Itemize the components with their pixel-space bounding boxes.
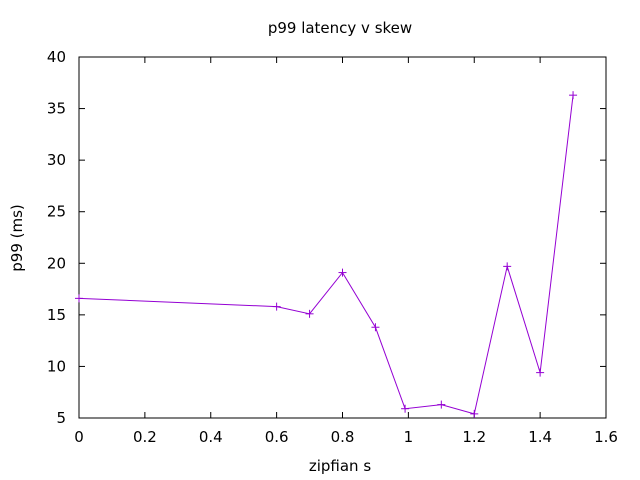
x-tick-label-3: 0.6 — [265, 428, 289, 446]
x-tick-label-5: 1 — [404, 428, 414, 446]
y-tick-label-7: 40 — [47, 48, 66, 66]
data-point-0-9 — [536, 368, 545, 377]
x-tick-label-6: 1.2 — [462, 428, 486, 446]
chart-title: p99 latency v skew — [268, 19, 412, 37]
y-tick-label-3: 20 — [47, 254, 66, 272]
data-point-0-5 — [401, 404, 410, 413]
data-point-0-8 — [503, 262, 512, 271]
y-tick-label-1: 10 — [47, 357, 66, 375]
y-tick-label-6: 35 — [47, 100, 66, 118]
x-tick-label-2: 0.4 — [199, 428, 223, 446]
x-tick-label-8: 1.6 — [594, 428, 618, 446]
y-axis-label: p99 (ms) — [8, 204, 26, 272]
series-line-0 — [78, 95, 574, 415]
axis-ticks: 0 0.2 0.4 0.6 0.8 1 1.2 1.4 1.6 5 10 15 20 25 30 35 40 — [47, 48, 618, 446]
x-axis-label: zipfian s — [309, 457, 371, 475]
data-point-0-7 — [470, 409, 479, 418]
x-tick-label-7: 1.4 — [528, 428, 552, 446]
y-tick-label-5: 30 — [47, 151, 66, 169]
series-layer — [75, 91, 578, 418]
data-point-0-0 — [75, 294, 83, 303]
x-tick-label-0: 0 — [74, 428, 84, 446]
x-tick-label-1: 0.2 — [133, 428, 157, 446]
x-tick-label-4: 0.8 — [331, 428, 355, 446]
data-point-0-2 — [305, 309, 314, 318]
data-point-0-10 — [569, 91, 578, 100]
y-tick-label-2: 15 — [47, 306, 66, 324]
y-tick-label-4: 25 — [47, 203, 66, 221]
y-tick-label-0: 5 — [56, 409, 66, 427]
data-point-0-1 — [272, 302, 281, 311]
data-point-0-3 — [338, 268, 347, 277]
data-point-0-6 — [437, 400, 446, 409]
data-point-0-4 — [371, 323, 380, 332]
plot-frame — [78, 56, 607, 419]
